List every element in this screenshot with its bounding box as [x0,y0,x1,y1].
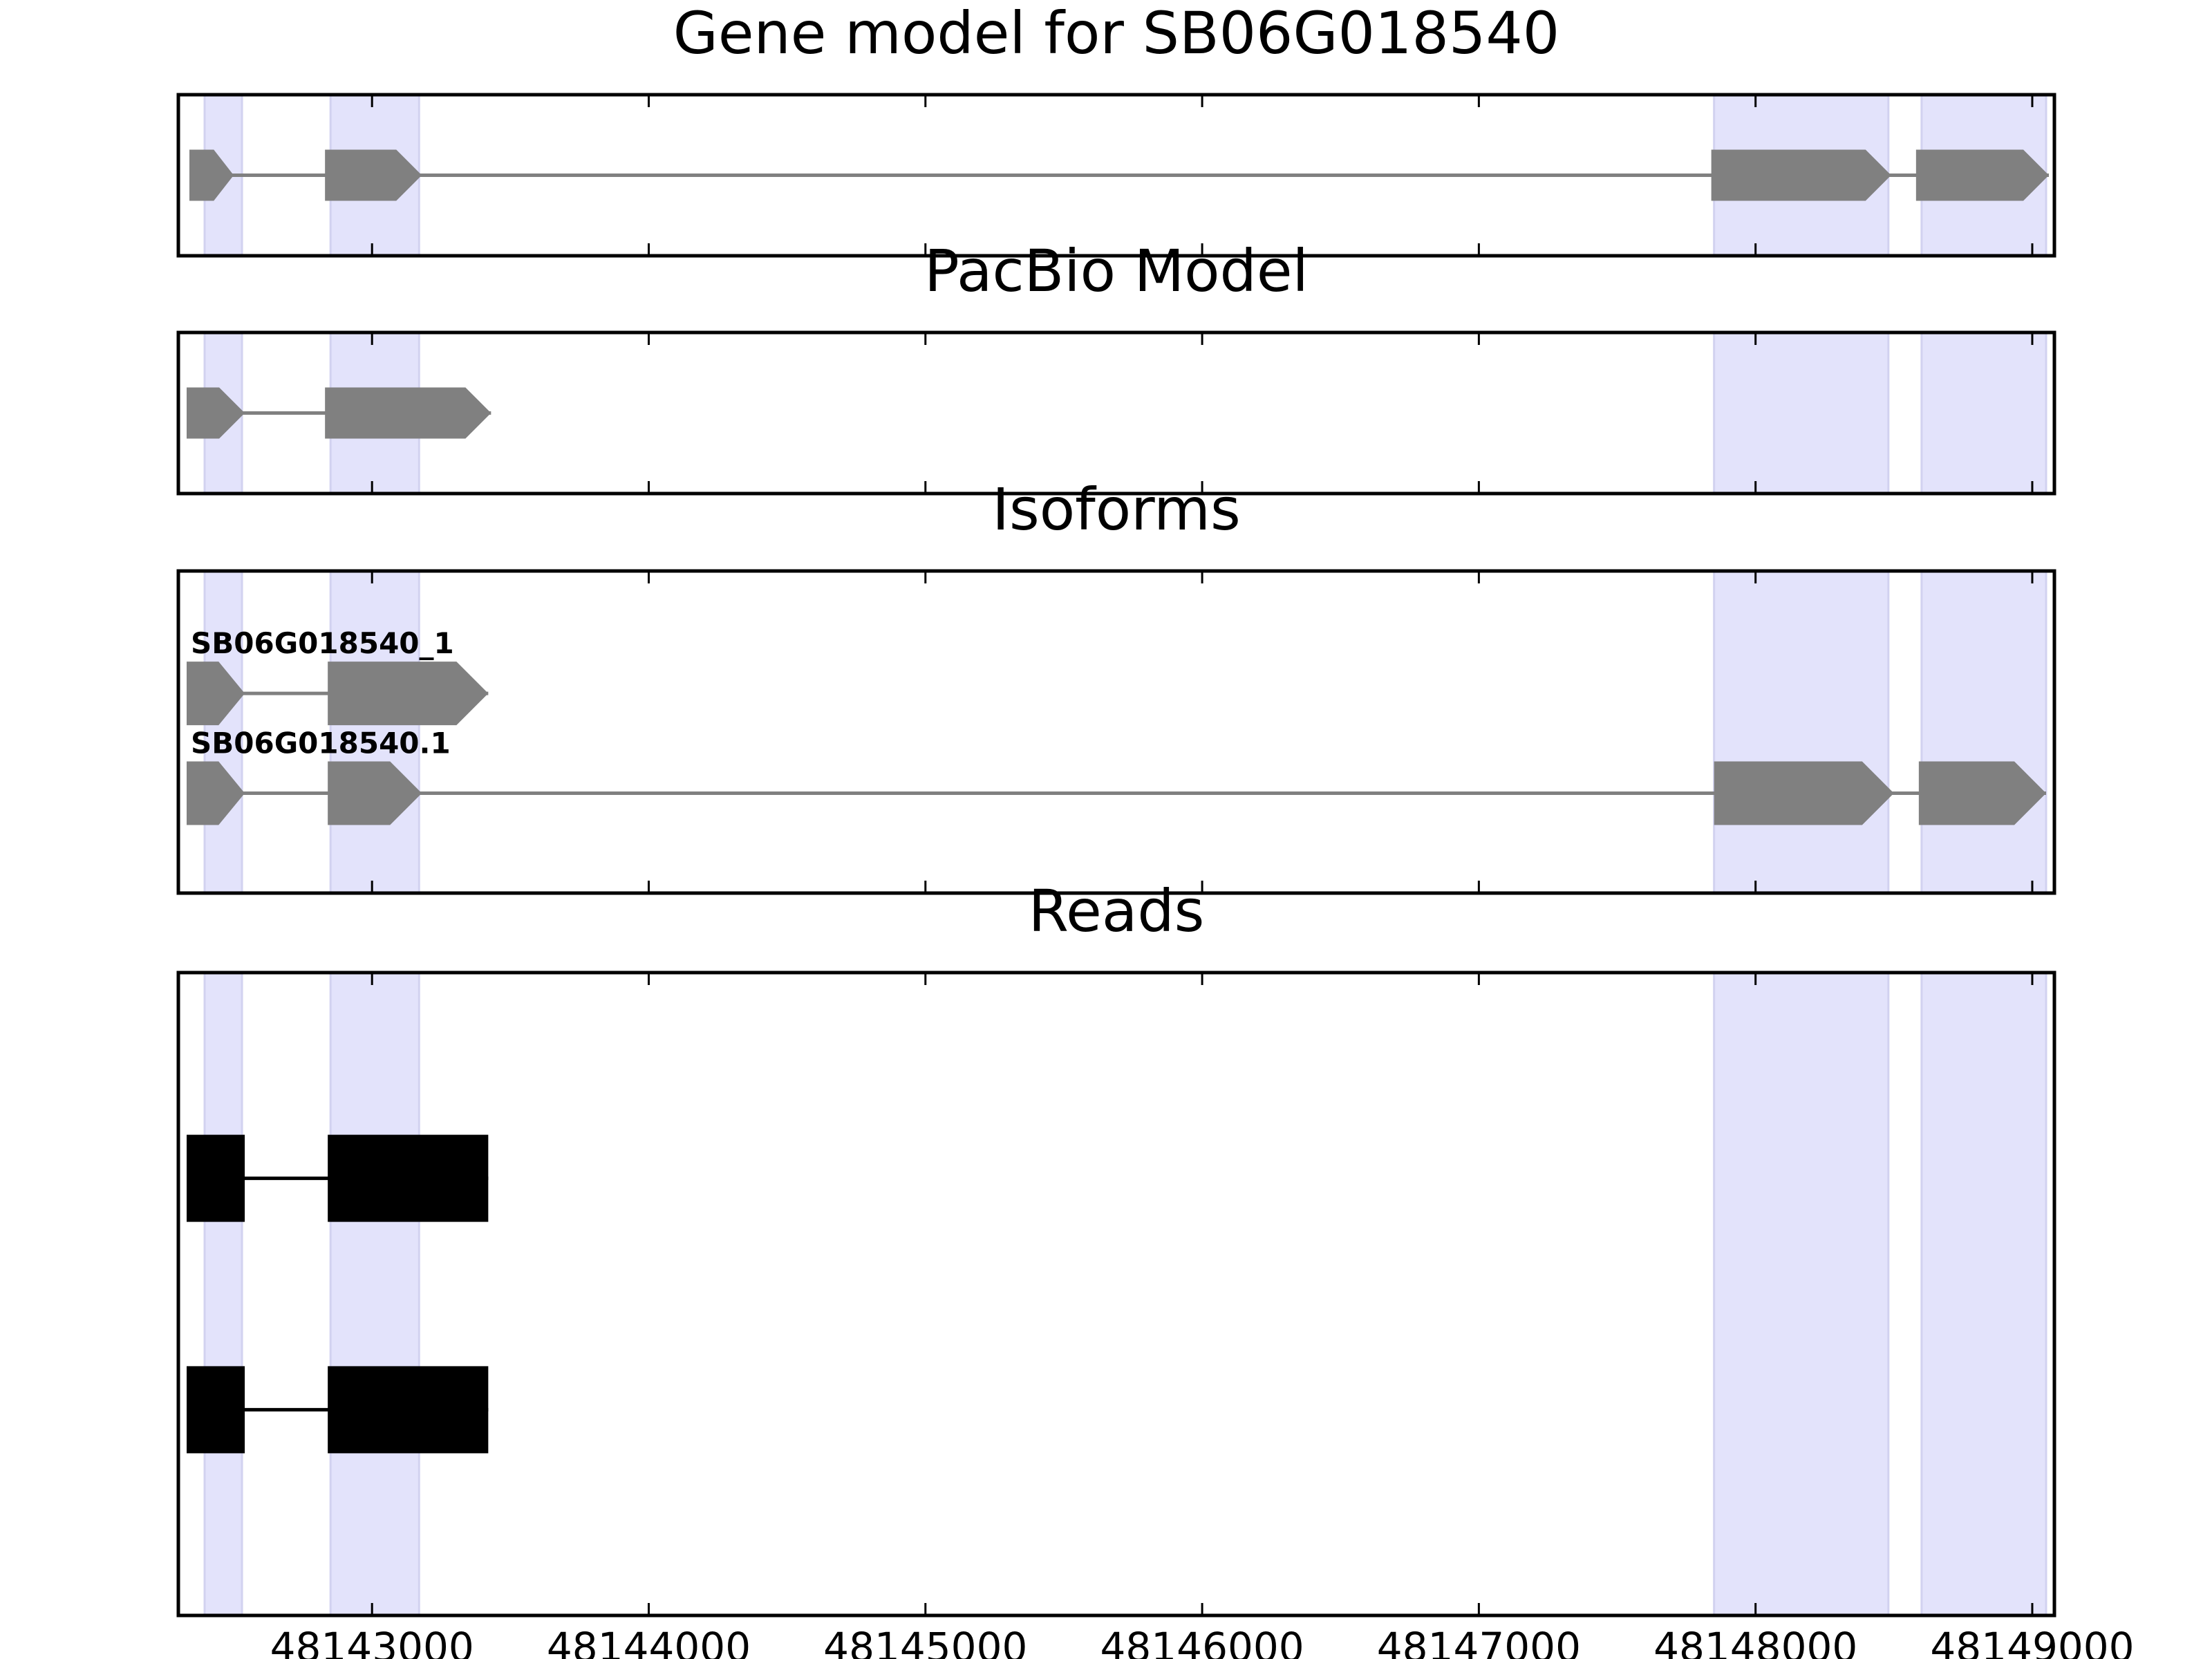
panel-frame [176,330,2056,496]
panel-title: PacBio Model [924,237,1309,305]
shaded-exon-region [1920,571,2047,893]
x-axis-tick-labels: 48143000 48144000 48145000 48146000 48147000… [270,1624,2135,1659]
panel-gene-model: Gene model for SB06G018540 [176,0,2056,258]
x-tick-label: 48147000 [1377,1624,1581,1659]
exon-arrow [325,387,491,439]
x-tick-label: 48148000 [1653,1624,1857,1659]
transcript-track: SB06G018540_1 [187,626,489,726]
x-tick-label: 48145000 [823,1624,1027,1659]
isoform-label: SB06G018540_1 [191,626,454,660]
panel-frame [176,569,2056,895]
shaded-exon-region [203,973,243,1615]
panel-content [187,332,2047,494]
exon-arrow [187,662,245,726]
exon-arrow [328,761,422,825]
read-track [187,1366,489,1454]
panel-title: Gene model for SB06G018540 [673,0,1559,67]
transcript-track: SB06G018540.1 [187,727,2046,825]
shaded-exon-region [329,571,420,893]
exon-arrow [1711,149,1891,201]
exon-arrow [1915,149,2049,201]
panel-pacbio-model: PacBio Model [176,237,2056,496]
exon-block [328,1134,489,1222]
exon-block [187,1366,245,1454]
shaded-exon-region [1713,571,1890,893]
transcript-track [189,149,2049,201]
panel-frame [176,93,2056,258]
shaded-exon-region [1713,332,1890,494]
panel-content [189,95,2049,256]
exon-block [328,1366,489,1454]
shaded-exon-region [329,973,420,1615]
panels: Gene model for SB06G018540 PacBio Model SB… [176,0,2056,1618]
panel-content [187,973,2047,1615]
exon-arrow [189,149,234,201]
exon-arrow [325,149,422,201]
x-tick-label: 48144000 [547,1624,751,1659]
panel-isoforms: SB06G018540_1 SB06G018540.1 Isoforms [176,476,2056,895]
exon-arrow [1714,761,1894,825]
shaded-exon-region [203,571,243,893]
panel-content: SB06G018540_1 SB06G018540.1 [187,571,2047,893]
x-tick-label: 48149000 [1930,1624,2134,1659]
x-tick-label: 48146000 [1100,1624,1304,1659]
shaded-exon-region [1920,973,2047,1615]
isoform-label: SB06G018540.1 [191,727,451,760]
x-tick-label: 48143000 [270,1624,474,1659]
exon-arrow [1918,761,2046,825]
transcript-track [187,387,491,439]
shaded-exon-region [1920,332,2047,494]
exon-block [187,1134,245,1222]
read-track [187,1134,489,1222]
exon-arrow [187,387,245,439]
exon-arrow [187,761,245,825]
panel-title: Isoforms [992,476,1241,543]
panel-frame [176,971,2056,1618]
exon-arrow [328,662,489,726]
panel-reads: Reads [176,877,2056,1618]
panel-title: Reads [1029,877,1205,945]
shaded-exon-region [1713,973,1890,1615]
